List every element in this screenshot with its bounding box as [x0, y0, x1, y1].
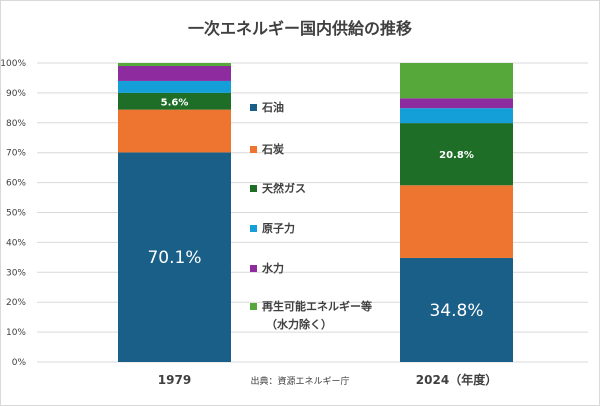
y-tick-label: 10%	[6, 328, 26, 338]
y-tick-label: 60%	[6, 179, 26, 189]
y-tick-label: 30%	[6, 268, 26, 278]
chart-title: 一次エネルギー国内供給の推移	[188, 19, 412, 38]
bar-segment	[400, 63, 513, 99]
legend-swatch	[250, 225, 257, 232]
bar-segment	[118, 109, 231, 153]
data-labels: 70.1% 34.8% 5.6% 20.8%	[147, 97, 483, 321]
x-axis: 1979 2024（年度）	[158, 372, 497, 387]
y-tick-label: 20%	[6, 298, 26, 308]
legend-swatch	[250, 104, 257, 111]
y-tick-label: 80%	[6, 119, 26, 129]
y-tick-label: 50%	[6, 209, 26, 219]
bar-segment	[400, 98, 513, 109]
bar-segment	[400, 108, 513, 124]
y-tick-label: 40%	[6, 238, 26, 248]
data-label: 70.1%	[147, 248, 201, 268]
bar-segment	[118, 65, 231, 81]
bar-segment	[400, 257, 513, 362]
legend-swatch	[250, 146, 257, 153]
legend-label: 石炭	[261, 142, 284, 156]
bar-segment	[118, 80, 231, 93]
bar-segment	[400, 123, 513, 186]
bar-segment	[400, 185, 513, 258]
y-tick-label: 90%	[6, 89, 26, 99]
legend-label: 石油	[261, 100, 284, 114]
y-axis: 0% 10% 20% 30% 40% 50% 60% 70% 80% 90% 100%	[0, 59, 26, 368]
legend-label: 原子力	[262, 221, 295, 235]
data-label: 20.8%	[439, 150, 474, 161]
x-category-label: 1979	[158, 373, 191, 387]
legend-label-line2: （水力除く）	[266, 317, 332, 331]
source-note: 出典：資源エネルギー庁	[250, 375, 349, 387]
y-tick-label: 70%	[6, 149, 26, 159]
legend-swatch	[250, 185, 257, 192]
bars	[118, 63, 513, 362]
y-tick-label: 100%	[0, 59, 26, 69]
bar-segment	[118, 152, 231, 362]
y-tick-label: 0%	[12, 358, 27, 368]
legend-label: 水力	[262, 261, 284, 275]
bar-segment	[118, 63, 231, 66]
bar-segment	[118, 92, 231, 110]
legend-label: 再生可能エネルギー等	[262, 299, 372, 313]
x-category-label: 2024（年度）	[416, 372, 497, 387]
legend-label: 天然ガス	[262, 181, 306, 195]
legend-swatch	[250, 265, 257, 272]
data-label: 34.8%	[429, 301, 483, 321]
data-label: 5.6%	[161, 97, 189, 108]
legend-swatch	[250, 303, 257, 310]
